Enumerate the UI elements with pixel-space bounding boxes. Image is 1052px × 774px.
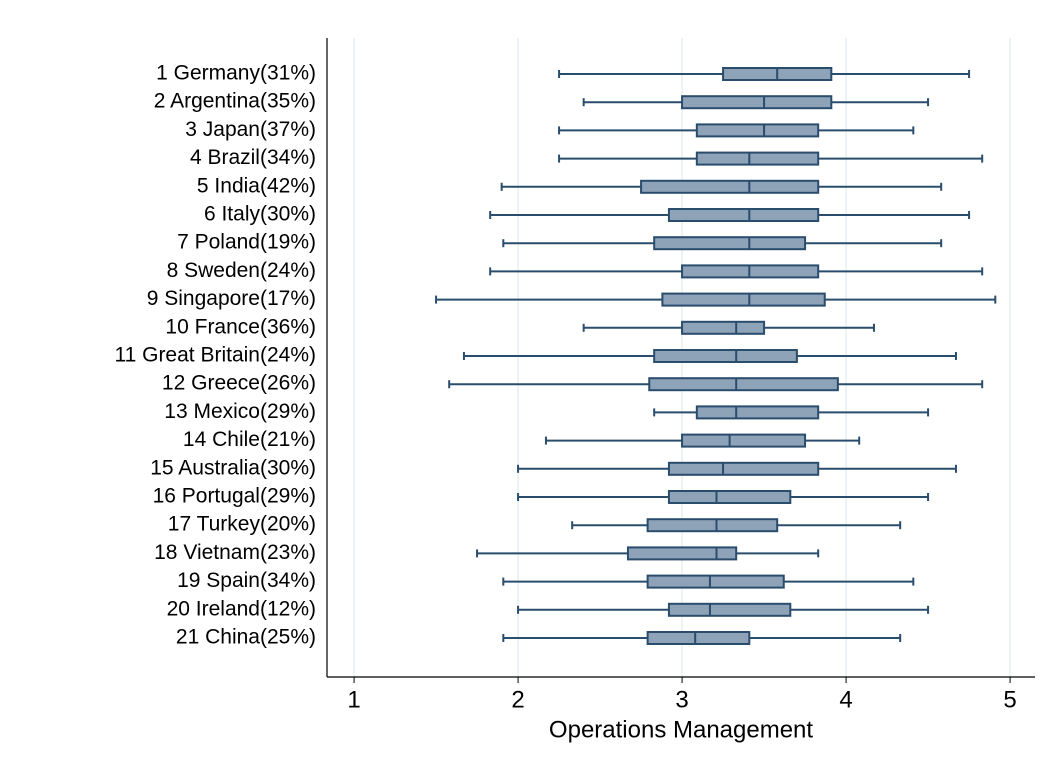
category-label: 3 Japan(37%): [185, 118, 316, 141]
box: [667, 208, 820, 222]
box: [626, 546, 738, 561]
category-label: 8 Sweden(24%): [167, 259, 316, 282]
box: [646, 631, 751, 645]
category-label: 1 Germany(31%): [156, 62, 316, 85]
x-tick-label: 1: [347, 686, 360, 713]
box: [681, 320, 766, 335]
box: [646, 518, 779, 533]
box: [681, 95, 833, 110]
category-label: 4 Brazil(34%): [190, 146, 316, 169]
box: [661, 292, 826, 307]
x-axis-label: Operations Management: [549, 716, 813, 743]
category-label: 21 China(25%): [176, 626, 316, 649]
category-label: 6 Italy(30%): [204, 203, 316, 226]
x-tick-label: 5: [1003, 686, 1016, 713]
category-label: 19 Spain(34%): [177, 569, 316, 592]
x-tick-label: 4: [839, 686, 852, 713]
box: [646, 574, 785, 589]
category-label: 17 Turkey(20%): [168, 513, 316, 536]
category-label: 20 Ireland(12%): [167, 597, 316, 620]
box: [640, 179, 820, 194]
category-label: 9 Singapore(17%): [147, 287, 316, 310]
category-label: 15 Australia(30%): [150, 456, 316, 479]
category-label: 5 India(42%): [197, 174, 316, 197]
box: [653, 236, 807, 251]
box: [695, 123, 820, 138]
category-label: 16 Portugal(29%): [153, 485, 316, 508]
category-label: 2 Argentina(35%): [154, 90, 316, 113]
category-label: 12 Greece(26%): [162, 372, 316, 395]
category-label: 7 Poland(19%): [177, 231, 316, 254]
x-tick-label: 2: [511, 686, 524, 713]
box: [695, 405, 820, 420]
box: [667, 602, 792, 617]
box: [681, 433, 807, 448]
box: [648, 377, 839, 392]
category-label: 18 Vietnam(23%): [154, 541, 316, 564]
x-tick-label: 3: [675, 686, 688, 713]
box: [667, 490, 792, 504]
box: [667, 461, 820, 476]
box: [695, 151, 820, 166]
category-label: 13 Mexico(29%): [164, 400, 316, 423]
category-label: 11 Great Britain(24%): [114, 344, 316, 367]
box: [653, 349, 798, 363]
category-label: 14 Chile(21%): [183, 428, 316, 451]
category-label: 10 France(36%): [165, 315, 316, 338]
